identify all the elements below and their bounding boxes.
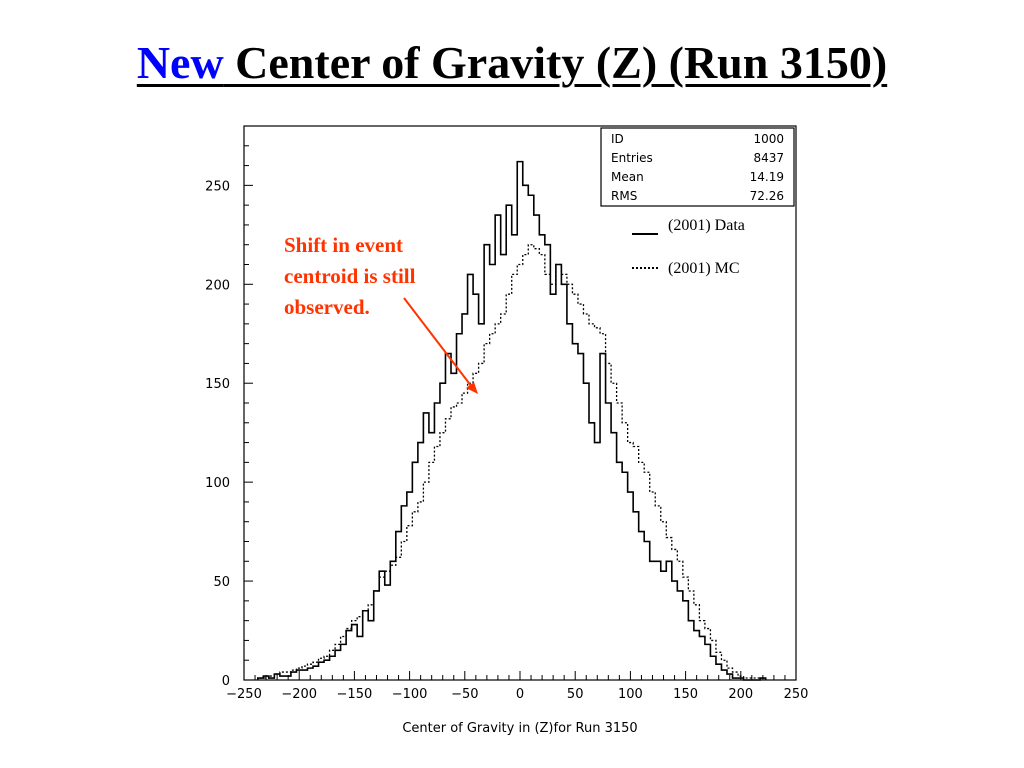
x-tick-label: 200 (728, 687, 753, 702)
x-tick-label: −50 (451, 687, 478, 702)
x-tick-label: −250 (226, 687, 262, 702)
title-text: Center of Gravity (Z) (Run 3150) (223, 37, 888, 88)
slide-title: New Center of Gravity (Z) (Run 3150) (0, 37, 1024, 89)
annotation-arrowhead (466, 382, 478, 394)
stats-label: RMS (611, 189, 637, 203)
stats-value: 1000 (753, 132, 784, 146)
x-tick-label: 150 (673, 687, 698, 702)
title-new-word: New (136, 37, 224, 88)
stats-value: 8437 (753, 151, 784, 165)
plot-frame (243, 125, 797, 681)
y-tick-label: 50 (213, 575, 230, 590)
y-tick-label: 100 (205, 476, 230, 491)
stats-value: 72.26 (750, 189, 784, 203)
x-tick-label: −200 (281, 687, 317, 702)
x-tick-label: −100 (392, 687, 428, 702)
stats-label: ID (611, 132, 624, 146)
annotation-text-line: centroid is still (284, 264, 416, 288)
stats-value: 14.19 (750, 170, 784, 184)
stats-label: Mean (611, 170, 644, 184)
annotation-text-line: Shift in event (284, 233, 403, 257)
y-tick-label: 0 (222, 674, 230, 689)
x-tick-label: −150 (337, 687, 373, 702)
series-data-histogram (257, 160, 767, 681)
annotation-text-line: observed. (284, 295, 370, 319)
y-tick-label: 200 (205, 278, 230, 293)
legend-label-mc: (2001) MC (668, 260, 740, 277)
x-tick-label: 50 (567, 687, 584, 702)
legend-label-data: (2001) Data (668, 217, 745, 234)
y-tick-label: 250 (205, 179, 230, 194)
y-tick-label: 150 (205, 377, 230, 392)
stats-label: Entries (611, 151, 653, 165)
annotation-arrow (403, 297, 473, 388)
x-axis-label: Center of Gravity in (Z)for Run 3150 (402, 721, 637, 736)
x-tick-label: 0 (516, 687, 524, 702)
x-tick-label: 250 (784, 687, 809, 702)
x-tick-label: 100 (618, 687, 643, 702)
stats-box (600, 127, 795, 207)
